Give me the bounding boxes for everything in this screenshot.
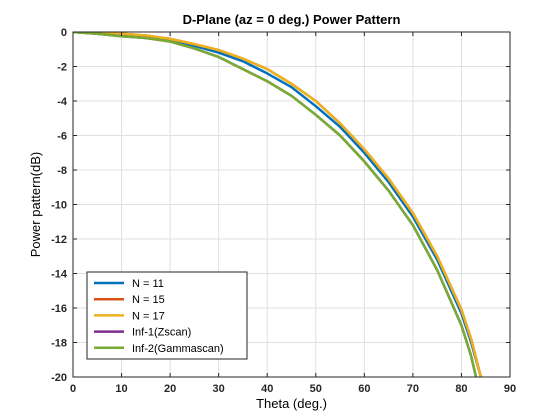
x-tick-label: 40	[261, 383, 273, 395]
series-line-3	[73, 32, 483, 377]
y-axis-label: Power pattern(dB)	[28, 152, 43, 258]
y-tick-label: 0	[61, 27, 67, 39]
x-tick-labels: 0 10 20 30 40 50 60 70 80 90	[70, 383, 516, 395]
grid	[72, 31, 511, 378]
chart-title: D-Plane (az = 0 deg.) Power Pattern	[183, 12, 401, 27]
x-tick-label: 80	[455, 383, 467, 395]
legend-label: N = 11	[132, 278, 164, 290]
y-tick-label: -2	[57, 62, 67, 74]
y-tick-label: -6	[57, 131, 67, 143]
x-tick-label: 10	[115, 383, 127, 395]
y-tick-label: -12	[51, 234, 67, 246]
y-tick-label: -8	[57, 165, 67, 177]
x-tick-label: 0	[70, 383, 76, 395]
y-tick-label: -20	[51, 372, 67, 384]
x-axis-label: Theta (deg.)	[256, 396, 327, 411]
y-tick-label: -16	[51, 303, 67, 315]
legend-label: N = 17	[132, 310, 165, 322]
y-tick-label: -4	[57, 96, 68, 108]
legend-label: N = 15	[132, 294, 165, 306]
y-tick-label: -10	[51, 200, 67, 212]
legend-label: Inf-2(Gammascan)	[132, 343, 224, 355]
x-tick-label: 20	[164, 383, 176, 395]
x-tick-label: 70	[407, 383, 419, 395]
x-tick-label: 30	[213, 383, 225, 395]
x-tick-label: 90	[504, 383, 516, 395]
x-tick-label: 50	[310, 383, 322, 395]
tick-marks	[72, 31, 511, 378]
y-tick-label: -14	[51, 269, 68, 281]
y-tick-labels: 0 -2 -4 -6 -8 -10 -12 -14 -16 -18 -20	[51, 27, 68, 384]
y-tick-label: -18	[51, 338, 67, 350]
series-lines	[73, 32, 483, 377]
x-tick-label: 60	[358, 383, 370, 395]
legend-label: Inf-1(Zscan)	[132, 327, 191, 339]
legend: N = 11 N = 15 N = 17 Inf-1(Zscan) Inf-2(Gamm…	[86, 271, 248, 360]
series-line-5	[73, 32, 478, 377]
